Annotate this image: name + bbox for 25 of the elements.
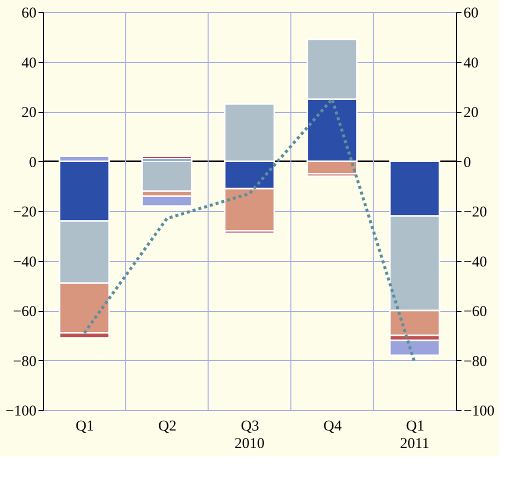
- x-tick-label: Q2: [158, 418, 177, 434]
- y2-tick-label: −20: [464, 204, 487, 220]
- y2-tick-label: −40: [464, 254, 487, 270]
- y2-tick-label: 60: [464, 6, 478, 22]
- x-tick-label: Q1: [76, 418, 94, 434]
- text: 2010: [234, 436, 264, 452]
- y2-tick-label: −80: [464, 354, 487, 370]
- y2-tick-label: −60: [464, 304, 487, 320]
- y-tick-label: 20: [22, 105, 36, 121]
- y-tick-label: 60: [22, 6, 36, 22]
- x-tick-label: Q3: [240, 418, 260, 434]
- y-tick-label: −60: [13, 304, 36, 320]
- y-tick-label: −20: [13, 204, 36, 220]
- y2-tick-label: 40: [464, 55, 478, 72]
- y-tick-label: −40: [13, 254, 36, 270]
- y2-tick-label: 0: [464, 154, 471, 171]
- x-tick-label: Q1: [406, 418, 424, 434]
- y-tick-label: 0: [29, 154, 36, 171]
- y-tick-label: −80: [13, 354, 36, 370]
- x-tick-label: Q4: [323, 418, 342, 434]
- text: 2011: [400, 436, 430, 452]
- y-tick-label: −100: [6, 404, 36, 420]
- y2-tick-label: 20: [464, 105, 478, 121]
- y2-tick-label: −100: [464, 404, 494, 420]
- y-tick-label: 40: [22, 55, 36, 72]
